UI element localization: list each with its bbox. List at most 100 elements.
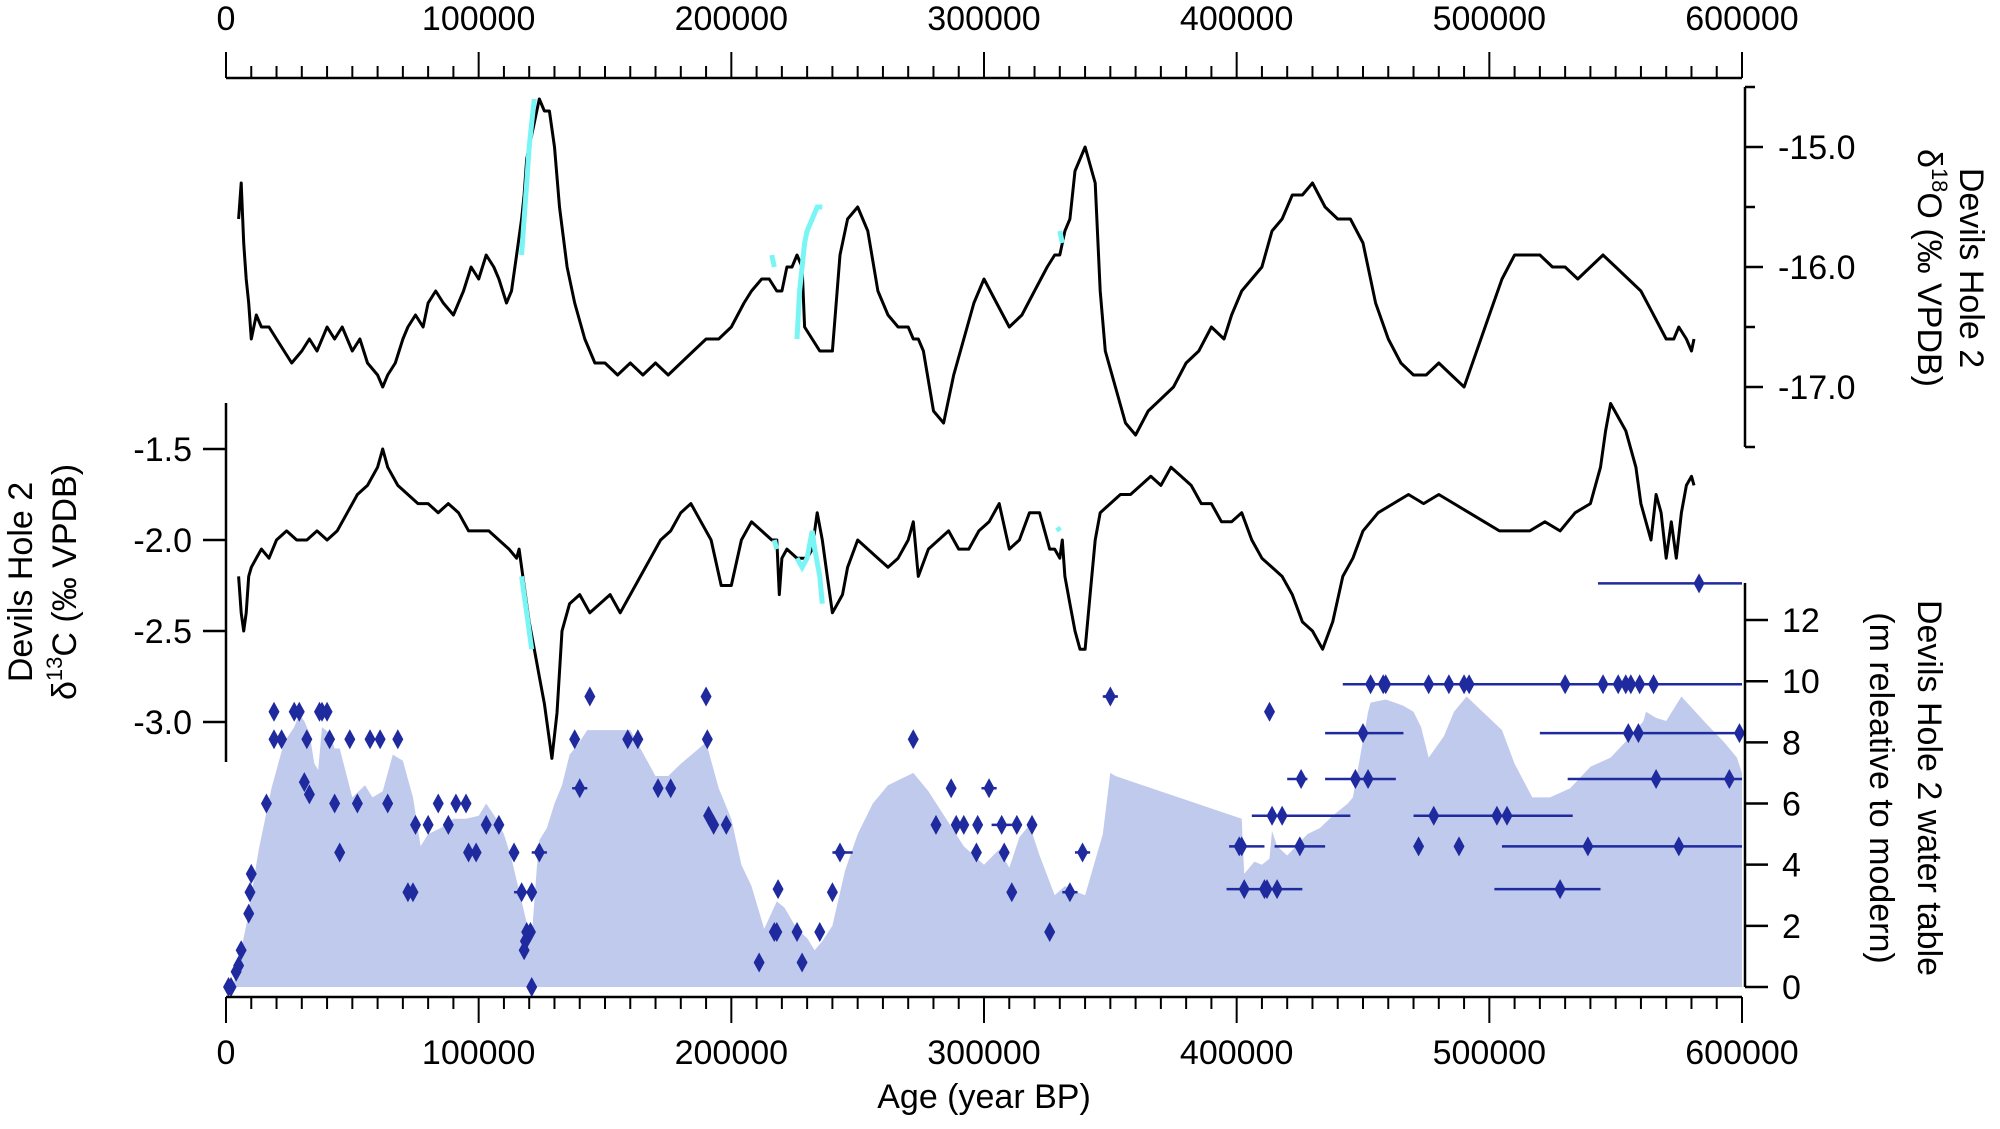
d18o-tick-label: -16.0 [1778, 249, 1856, 287]
water-table-diamond-marker [796, 952, 808, 973]
water-table-tick-label: 0 [1782, 969, 1801, 1007]
water-table-diamond-marker [533, 842, 545, 863]
x-tick-label: 300000 [927, 1034, 1040, 1072]
water-table-diamond-marker [584, 686, 596, 707]
svg-text:Devils Hole 2: Devils Hole 2 [1952, 168, 1990, 368]
water-table-diamond-marker [665, 778, 677, 799]
water-table-diamond-marker [772, 879, 784, 900]
water-table-diamond-marker [1463, 674, 1475, 695]
water-table-tick-label: 12 [1782, 602, 1820, 640]
water-table-diamond-marker [351, 793, 363, 814]
water-table-diamond-marker [303, 784, 315, 805]
water-table-diamond-marker [268, 701, 280, 722]
water-table-diamond-marker [1365, 674, 1377, 695]
svg-text:δ18O (‰ VPDB): δ18O (‰ VPDB) [1910, 149, 1952, 387]
water-table-diamond-marker [442, 814, 454, 835]
water-table-diamond-marker [1559, 674, 1571, 695]
water-table-diamond-marker [1650, 769, 1662, 790]
d18o-axis-title-units: δ18O (‰ VPDB) [1910, 149, 1952, 387]
d13c-axis-title: Devils Hole 2 [2, 482, 40, 682]
svg-text:(m releative to modern): (m releative to modern) [1862, 612, 1900, 963]
water-table-diamond-marker [382, 793, 394, 814]
water-table-diamond-marker [1349, 769, 1361, 790]
bottom-x-tick-labels: 0 100000 200000 300000 400000 500000 600000 [217, 1034, 1799, 1072]
water-table-diamond-marker [334, 842, 346, 863]
water-table-diamond-marker [1238, 879, 1250, 900]
water-table-diamond-marker [233, 955, 245, 976]
d13c-tick-label: -3.0 [133, 704, 192, 742]
water-table-diamond-marker [1693, 573, 1705, 594]
x-tick-label: 500000 [1433, 1034, 1546, 1072]
water-table-diamond-marker [516, 882, 528, 903]
water-table-envelope-area [228, 696, 1742, 987]
water-table-diamond-marker [460, 793, 472, 814]
d18o-panel [237, 97, 1696, 437]
water-table-diamond-marker [524, 921, 536, 942]
water-table-diamond-marker [1044, 921, 1056, 942]
water-table-diamond-marker [1380, 674, 1392, 695]
x-tick-label: 500000 [1433, 0, 1546, 38]
water-table-diamond-marker [1064, 882, 1076, 903]
water-table-diamond-marker [1501, 805, 1513, 826]
water-table-diamond-marker [450, 793, 462, 814]
water-table-diamond-marker [1357, 723, 1369, 744]
water-table-diamond-marker [632, 729, 644, 750]
highlight-segment [1055, 525, 1062, 533]
water-table-diamond-marker [983, 778, 995, 799]
water-table-diamond-marker [1612, 674, 1624, 695]
water-table-diamond-marker [276, 729, 288, 750]
water-table-diamond-marker [771, 921, 783, 942]
water-table-diamond-marker [1077, 842, 1089, 863]
water-table-diamond-marker [1266, 805, 1278, 826]
water-table-diamond-marker [1271, 879, 1283, 900]
water-table-diamond-marker [1625, 674, 1637, 695]
water-table-diamond-marker [329, 793, 341, 814]
d18o-tick-label: -17.0 [1778, 369, 1856, 407]
d18o-y-axis: -15.0 -16.0 -17.0 Devils Hole 2 δ18O (‰ VP… [1743, 85, 1990, 449]
water-table-diamond-marker [268, 729, 280, 750]
water-table-diamond-marker [1582, 836, 1594, 857]
water-table-diamond-marker [243, 903, 255, 924]
water-table-diamond-marker [321, 701, 333, 722]
x-tick-label: 600000 [1685, 1034, 1798, 1072]
water-table-diamond-marker [972, 814, 984, 835]
water-table-diamond-marker [526, 977, 538, 997]
water-table-diamond-marker [1423, 674, 1435, 695]
d13c-series-line [237, 402, 1696, 760]
d13c-y-axis: -1.5 -2.0 -2.5 -3.0 Devils Hole 2 δ13C (‰ V… [2, 403, 228, 762]
water-table-tick-label: 8 [1782, 724, 1801, 762]
water-table-diamond-marker [945, 778, 957, 799]
x-tick-label: 400000 [1180, 0, 1293, 38]
water-table-axis-title: Devils Hole 2 water table [1910, 600, 1948, 976]
water-table-diamond-marker [324, 729, 336, 750]
water-table-diamond-marker [574, 778, 586, 799]
water-table-diamond-marker [1597, 674, 1609, 695]
svg-text:Devils Hole 2 water table: Devils Hole 2 water table [1910, 600, 1948, 976]
d13c-tick-label: -1.5 [133, 431, 192, 469]
water-table-diamond-marker [526, 882, 538, 903]
bottom-x-axis: 0 100000 200000 300000 400000 500000 600000 Ag… [217, 995, 1799, 1116]
water-table-tick-labels: 0 2 4 6 8 10 12 [1782, 602, 1820, 1007]
x-tick-label: 600000 [1685, 0, 1798, 38]
water-table-diamond-marker [753, 952, 765, 973]
highlight-segment [519, 576, 535, 650]
water-table-diamond-marker [1443, 674, 1455, 695]
highlight-segment [794, 530, 825, 604]
water-table-diamond-marker [652, 778, 664, 799]
water-table-y-axis: 0 2 4 6 8 10 12 Devils Hole 2 water table (m r… [1743, 583, 1948, 1007]
water-table-diamond-marker [1413, 836, 1425, 857]
water-table-diamond-marker [364, 729, 376, 750]
water-table-diamond-marker [907, 729, 919, 750]
water-table-diamond-marker [720, 814, 732, 835]
water-table-diamond-marker [298, 772, 310, 793]
water-table-tick-label: 2 [1782, 908, 1801, 946]
highlight-segment [1057, 230, 1065, 244]
svg-text:Devils Hole 2: Devils Hole 2 [2, 482, 40, 682]
x-tick-label: 200000 [675, 1034, 788, 1072]
water-table-diamond-marker [410, 814, 421, 835]
water-table-diamond-marker [225, 977, 237, 997]
water-table-diamond-marker [958, 814, 970, 835]
d18o-tick-labels: -15.0 -16.0 -17.0 [1778, 129, 1856, 407]
water-table-diamond-marker [260, 793, 272, 814]
water-table-diamond-marker [1011, 814, 1023, 835]
